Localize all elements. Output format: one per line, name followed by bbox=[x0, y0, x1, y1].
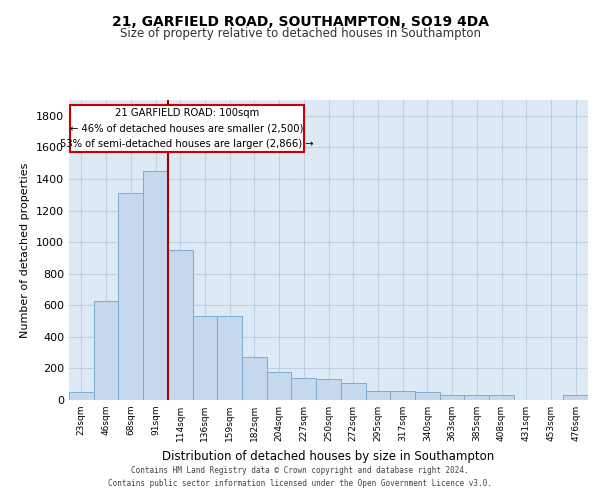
Text: Size of property relative to detached houses in Southampton: Size of property relative to detached ho… bbox=[119, 28, 481, 40]
Bar bbox=[94, 300, 118, 400]
Bar bbox=[563, 396, 588, 400]
Bar bbox=[464, 396, 489, 400]
Bar bbox=[489, 396, 514, 400]
Y-axis label: Number of detached properties: Number of detached properties bbox=[20, 162, 31, 338]
Bar bbox=[118, 193, 143, 400]
Bar bbox=[143, 171, 168, 400]
Bar bbox=[69, 392, 94, 400]
Bar bbox=[242, 358, 267, 400]
Bar bbox=[316, 380, 341, 400]
Bar bbox=[390, 392, 415, 400]
X-axis label: Distribution of detached houses by size in Southampton: Distribution of detached houses by size … bbox=[163, 450, 494, 462]
Bar bbox=[440, 396, 464, 400]
Bar bbox=[193, 316, 217, 400]
Bar bbox=[267, 372, 292, 400]
Bar bbox=[292, 378, 316, 400]
Bar bbox=[217, 316, 242, 400]
Bar bbox=[168, 250, 193, 400]
Bar bbox=[341, 382, 365, 400]
Text: Contains HM Land Registry data © Crown copyright and database right 2024.
Contai: Contains HM Land Registry data © Crown c… bbox=[108, 466, 492, 487]
Text: 21 GARFIELD ROAD: 100sqm
← 46% of detached houses are smaller (2,500)
53% of sem: 21 GARFIELD ROAD: 100sqm ← 46% of detach… bbox=[60, 108, 314, 149]
Bar bbox=[415, 392, 440, 400]
Text: 21, GARFIELD ROAD, SOUTHAMPTON, SO19 4DA: 21, GARFIELD ROAD, SOUTHAMPTON, SO19 4DA bbox=[112, 16, 488, 30]
Bar bbox=[365, 392, 390, 400]
FancyBboxPatch shape bbox=[70, 104, 304, 152]
